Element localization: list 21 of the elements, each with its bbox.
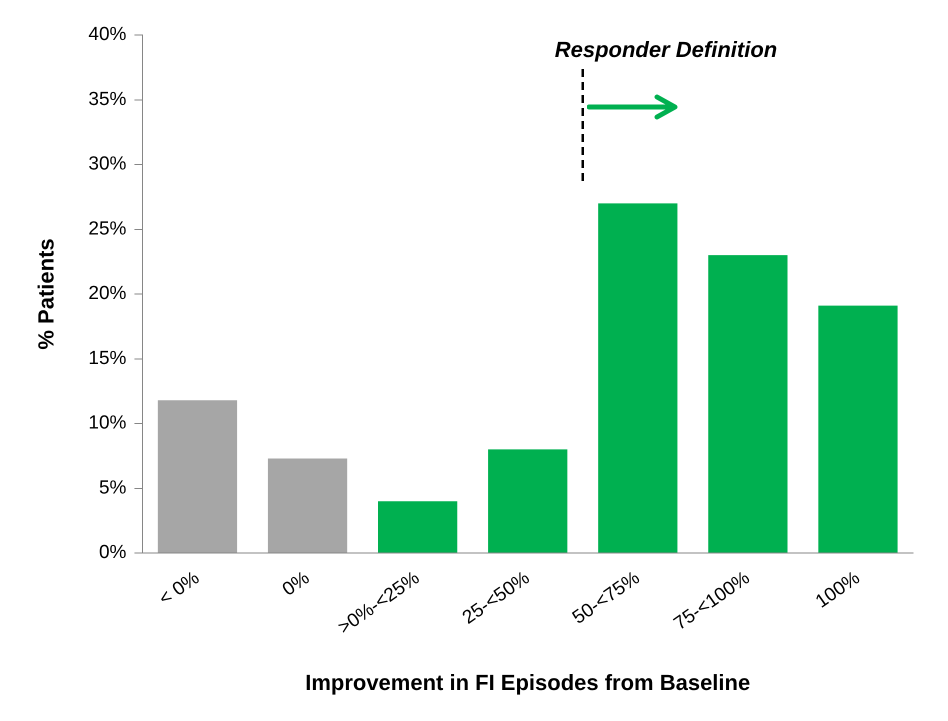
bar bbox=[818, 306, 898, 553]
bar bbox=[158, 400, 238, 553]
y-axis-title: % Patients bbox=[33, 238, 58, 350]
bar bbox=[598, 203, 678, 553]
y-tick-label: 35% bbox=[88, 88, 127, 110]
ref-line-label: Responder Definition bbox=[554, 37, 778, 62]
y-tick-label: 40% bbox=[88, 24, 127, 46]
x-tick-label: < 0% bbox=[155, 567, 204, 610]
bar bbox=[268, 458, 348, 553]
bar bbox=[488, 449, 568, 553]
y-tick-label: 30% bbox=[88, 154, 127, 175]
bar bbox=[708, 255, 788, 553]
x-tick-label: 0% bbox=[278, 567, 314, 600]
x-axis-title: Improvement in FI Episodes from Baseline bbox=[305, 670, 750, 695]
y-tick-label: 25% bbox=[88, 218, 127, 240]
y-tick-label: 15% bbox=[88, 348, 127, 369]
bar bbox=[378, 501, 458, 553]
y-tick-label: 5% bbox=[98, 477, 127, 498]
y-tick-label: 20% bbox=[88, 283, 127, 304]
y-tick-label: 0% bbox=[98, 542, 127, 564]
y-tick-label: 10% bbox=[88, 412, 127, 434]
